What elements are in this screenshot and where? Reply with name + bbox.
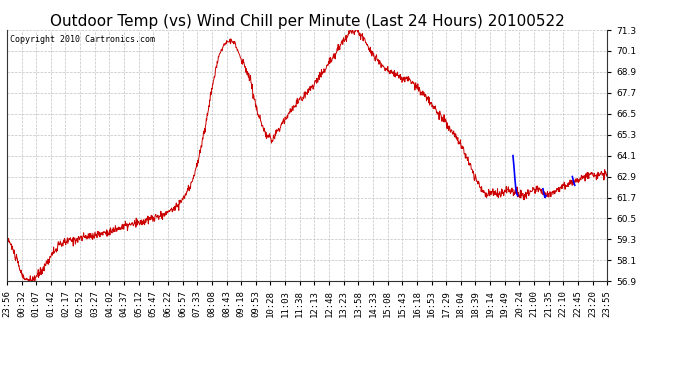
Text: Copyright 2010 Cartronics.com: Copyright 2010 Cartronics.com (10, 35, 155, 44)
Title: Outdoor Temp (vs) Wind Chill per Minute (Last 24 Hours) 20100522: Outdoor Temp (vs) Wind Chill per Minute … (50, 14, 564, 29)
